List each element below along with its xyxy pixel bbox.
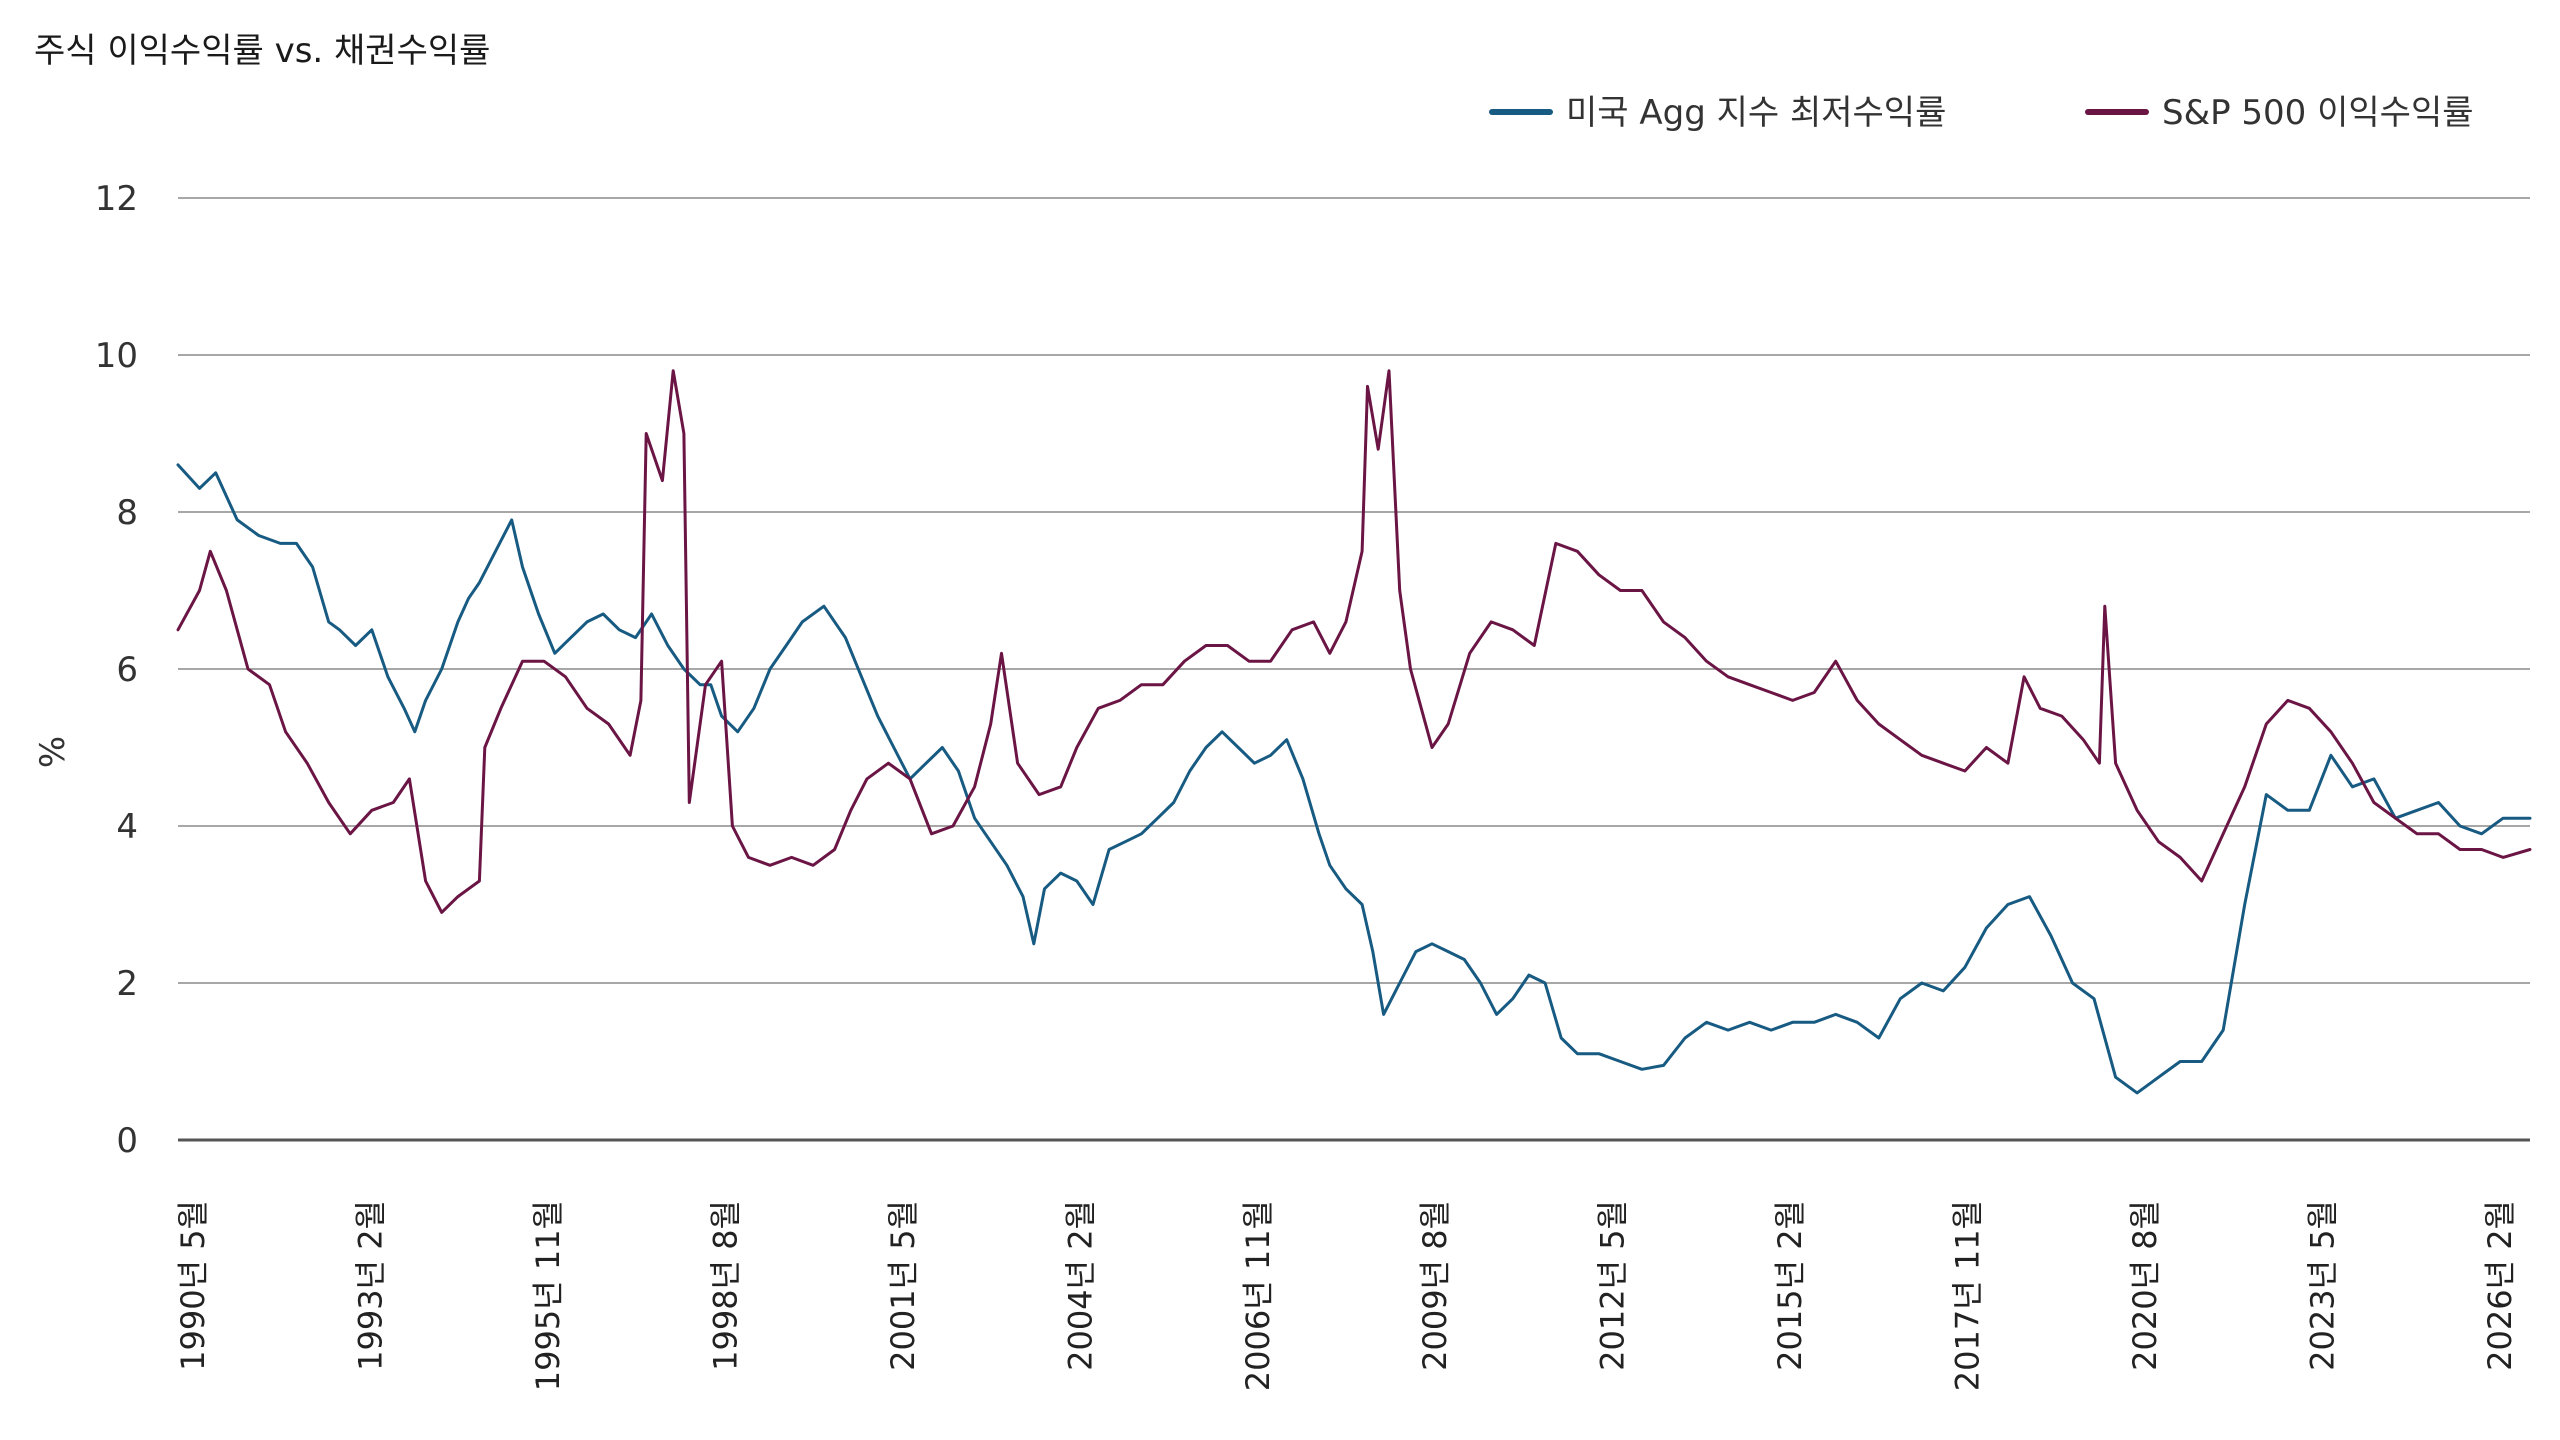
x-tick-label: 2009년 8월 (1416, 1200, 1454, 1371)
series-lines (176, 369, 2532, 1095)
x-tick-label: 2012년 5월 (1594, 1200, 1632, 1371)
y-tick-label: 0 (116, 1121, 138, 1161)
y-tick-label: 6 (116, 650, 138, 690)
y-tick-label: 10 (95, 336, 138, 376)
y-axis-label: % (33, 736, 73, 768)
x-tick-label: 1998년 8월 (706, 1200, 744, 1371)
series-line-1 (176, 463, 2532, 1095)
series-line-2 (176, 369, 2532, 914)
y-tick-label: 2 (116, 964, 138, 1004)
y-tick-label: 12 (95, 179, 138, 219)
legend-label: S&P 500 이익수익률 (2162, 93, 2474, 133)
x-tick-label: 2017년 11월 (1949, 1200, 1987, 1391)
x-tick-label: 2023년 5월 (2304, 1200, 2342, 1371)
x-tick-label: 1993년 2월 (351, 1200, 389, 1371)
x-tick-label: 2020년 8월 (2126, 1200, 2164, 1371)
legend-label: 미국 Agg 지수 최저수익률 (1566, 93, 1946, 133)
x-tick-label: 2004년 2월 (1061, 1200, 1099, 1371)
x-tick-label: 2026년 2월 (2481, 1200, 2519, 1371)
x-tick-label: 1995년 11월 (529, 1200, 567, 1391)
y-tick-label: 8 (116, 493, 138, 533)
x-tick-label: 2006년 11월 (1239, 1200, 1277, 1391)
x-axis-ticks: 1990년 5월 1993년 2월 1995년 11월 1998년 8월 2001년 5… (174, 1200, 2519, 1391)
grid-lines (178, 197, 2530, 1142)
chart-title: 주식 이익수익률 vs. 채권수익률 (34, 31, 490, 71)
x-tick-label: 2015년 2월 (1771, 1200, 1809, 1371)
x-tick-label: 1990년 5월 (174, 1200, 212, 1371)
x-tick-label: 2001년 5월 (884, 1200, 922, 1371)
y-axis-ticks: 0 2 4 6 8 10 12 (95, 179, 138, 1161)
y-tick-label: 4 (116, 807, 138, 847)
legend: 미국 Agg 지수 최저수익률 S&P 500 이익수익률 (1489, 93, 2474, 133)
